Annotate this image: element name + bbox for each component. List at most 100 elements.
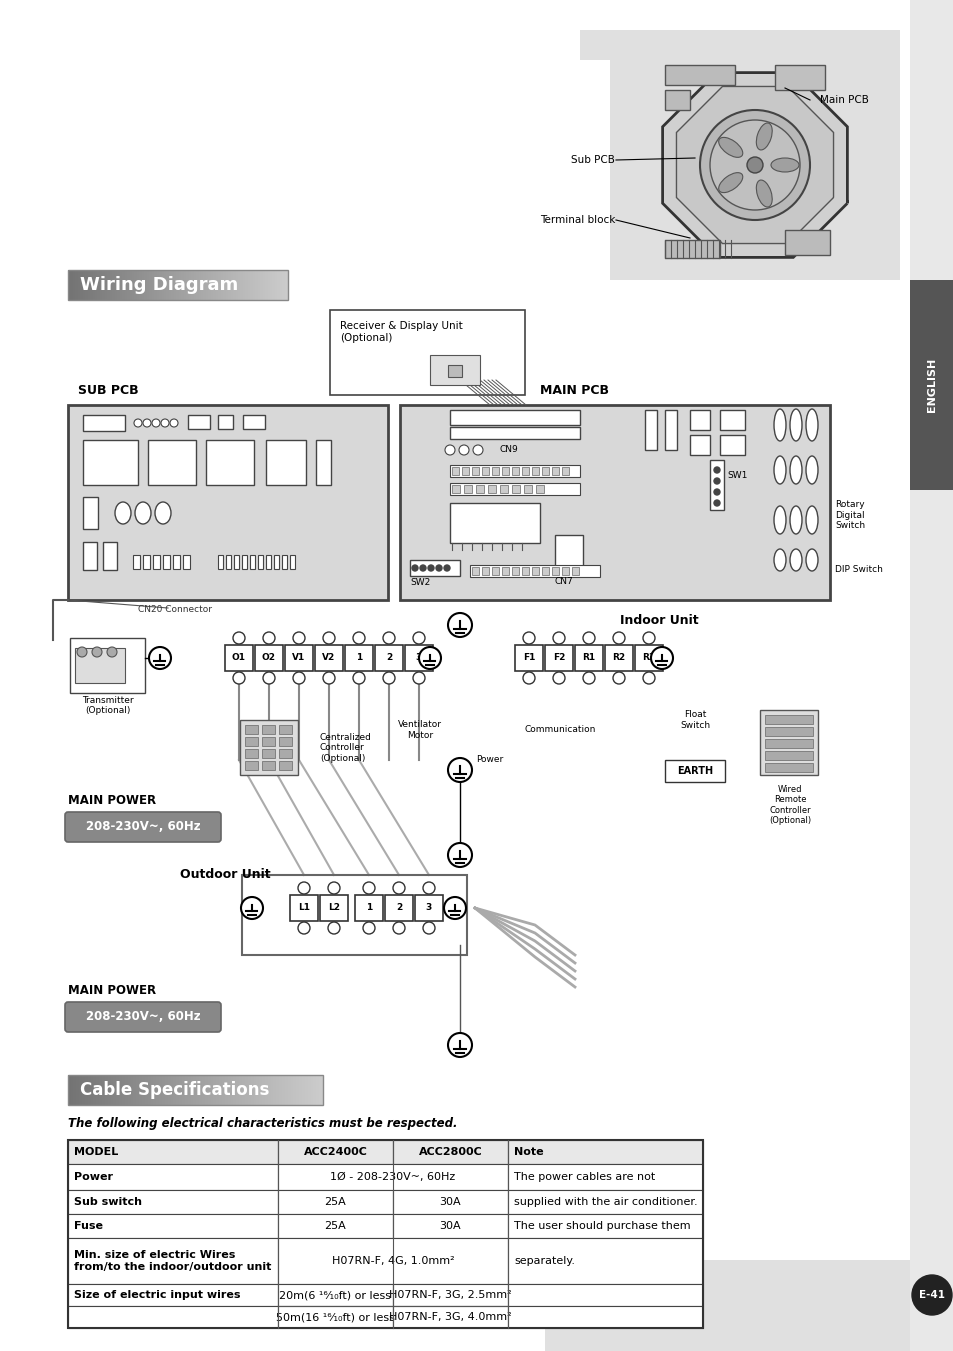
Bar (160, 1075, 161, 1105)
Bar (130, 1075, 131, 1105)
Circle shape (582, 671, 595, 684)
Bar (664, 91, 689, 109)
Bar (240, 1075, 241, 1105)
Bar (148, 440, 195, 485)
Circle shape (328, 921, 339, 934)
Text: Receiver & Display Unit
(Optional): Receiver & Display Unit (Optional) (339, 322, 462, 343)
Bar (181, 270, 182, 300)
Bar (709, 459, 723, 509)
Bar (501, 567, 509, 576)
Bar (162, 270, 163, 300)
Bar (450, 465, 579, 477)
Bar (247, 270, 248, 300)
Circle shape (443, 565, 450, 571)
Bar (293, 1075, 294, 1105)
Bar (125, 1075, 126, 1105)
Bar (261, 270, 262, 300)
Bar (169, 270, 170, 300)
Bar (83, 270, 84, 300)
Text: separately.: separately. (514, 1256, 575, 1266)
Bar (150, 1075, 151, 1105)
Bar (575, 644, 602, 671)
Circle shape (152, 419, 160, 427)
Bar (120, 270, 121, 300)
Bar (256, 270, 257, 300)
Ellipse shape (773, 409, 785, 440)
Text: Communication: Communication (524, 725, 595, 735)
Bar (250, 1075, 251, 1105)
Bar (541, 467, 548, 476)
Bar (266, 555, 271, 569)
Bar (90, 270, 91, 300)
Bar (245, 748, 257, 758)
Bar (243, 415, 265, 430)
Bar (116, 1075, 117, 1105)
Circle shape (448, 1034, 472, 1056)
Bar (90, 1075, 91, 1105)
Bar (257, 555, 263, 569)
Circle shape (323, 632, 335, 644)
Bar (160, 270, 161, 300)
Bar (129, 1075, 130, 1105)
Text: R2: R2 (612, 654, 625, 662)
Bar (129, 270, 130, 300)
Text: Centralized
Controller
(Optional): Centralized Controller (Optional) (319, 734, 372, 763)
Bar (227, 1075, 228, 1105)
Bar (308, 1075, 309, 1105)
Bar (552, 467, 558, 476)
Bar (187, 1075, 188, 1105)
Circle shape (448, 758, 472, 782)
Bar (184, 270, 185, 300)
Bar (521, 467, 529, 476)
Ellipse shape (773, 457, 785, 484)
Bar (191, 270, 192, 300)
Bar (304, 1075, 305, 1105)
Bar (291, 1075, 292, 1105)
Bar (73, 1075, 74, 1105)
Circle shape (149, 647, 171, 669)
Bar (96, 270, 97, 300)
Bar (250, 270, 251, 300)
Bar (97, 270, 98, 300)
Bar (173, 270, 174, 300)
Bar (268, 1075, 269, 1105)
Text: Power: Power (476, 755, 503, 765)
Bar (124, 1075, 125, 1105)
Bar (241, 270, 242, 300)
Text: Wiring Diagram: Wiring Diagram (80, 276, 238, 295)
Bar (764, 715, 812, 724)
Bar (512, 485, 519, 493)
Bar (243, 1075, 244, 1105)
Bar (209, 270, 210, 300)
Bar (276, 1075, 277, 1105)
Bar (461, 467, 469, 476)
Bar (116, 270, 117, 300)
Text: MAIN POWER: MAIN POWER (68, 793, 156, 807)
Circle shape (713, 489, 720, 494)
Bar (472, 567, 478, 576)
Bar (282, 270, 283, 300)
Bar (89, 1075, 90, 1105)
Bar (177, 270, 178, 300)
Circle shape (428, 565, 434, 571)
Bar (115, 1075, 116, 1105)
Text: CN20 Connector: CN20 Connector (138, 605, 212, 613)
Bar (220, 1075, 221, 1105)
Bar (206, 270, 207, 300)
Bar (253, 1075, 254, 1105)
Circle shape (436, 565, 441, 571)
Bar (130, 270, 131, 300)
Bar (128, 1075, 129, 1105)
Bar (689, 409, 709, 430)
Bar (87, 1075, 88, 1105)
Bar (157, 270, 158, 300)
Bar (452, 485, 459, 493)
Bar (310, 1075, 311, 1105)
Bar (242, 875, 467, 955)
Bar (166, 1075, 167, 1105)
Bar (68, 1075, 323, 1105)
Bar (74, 1075, 75, 1105)
Bar (218, 555, 223, 569)
Text: Sub switch: Sub switch (74, 1197, 142, 1206)
Bar (507, 1165, 702, 1190)
